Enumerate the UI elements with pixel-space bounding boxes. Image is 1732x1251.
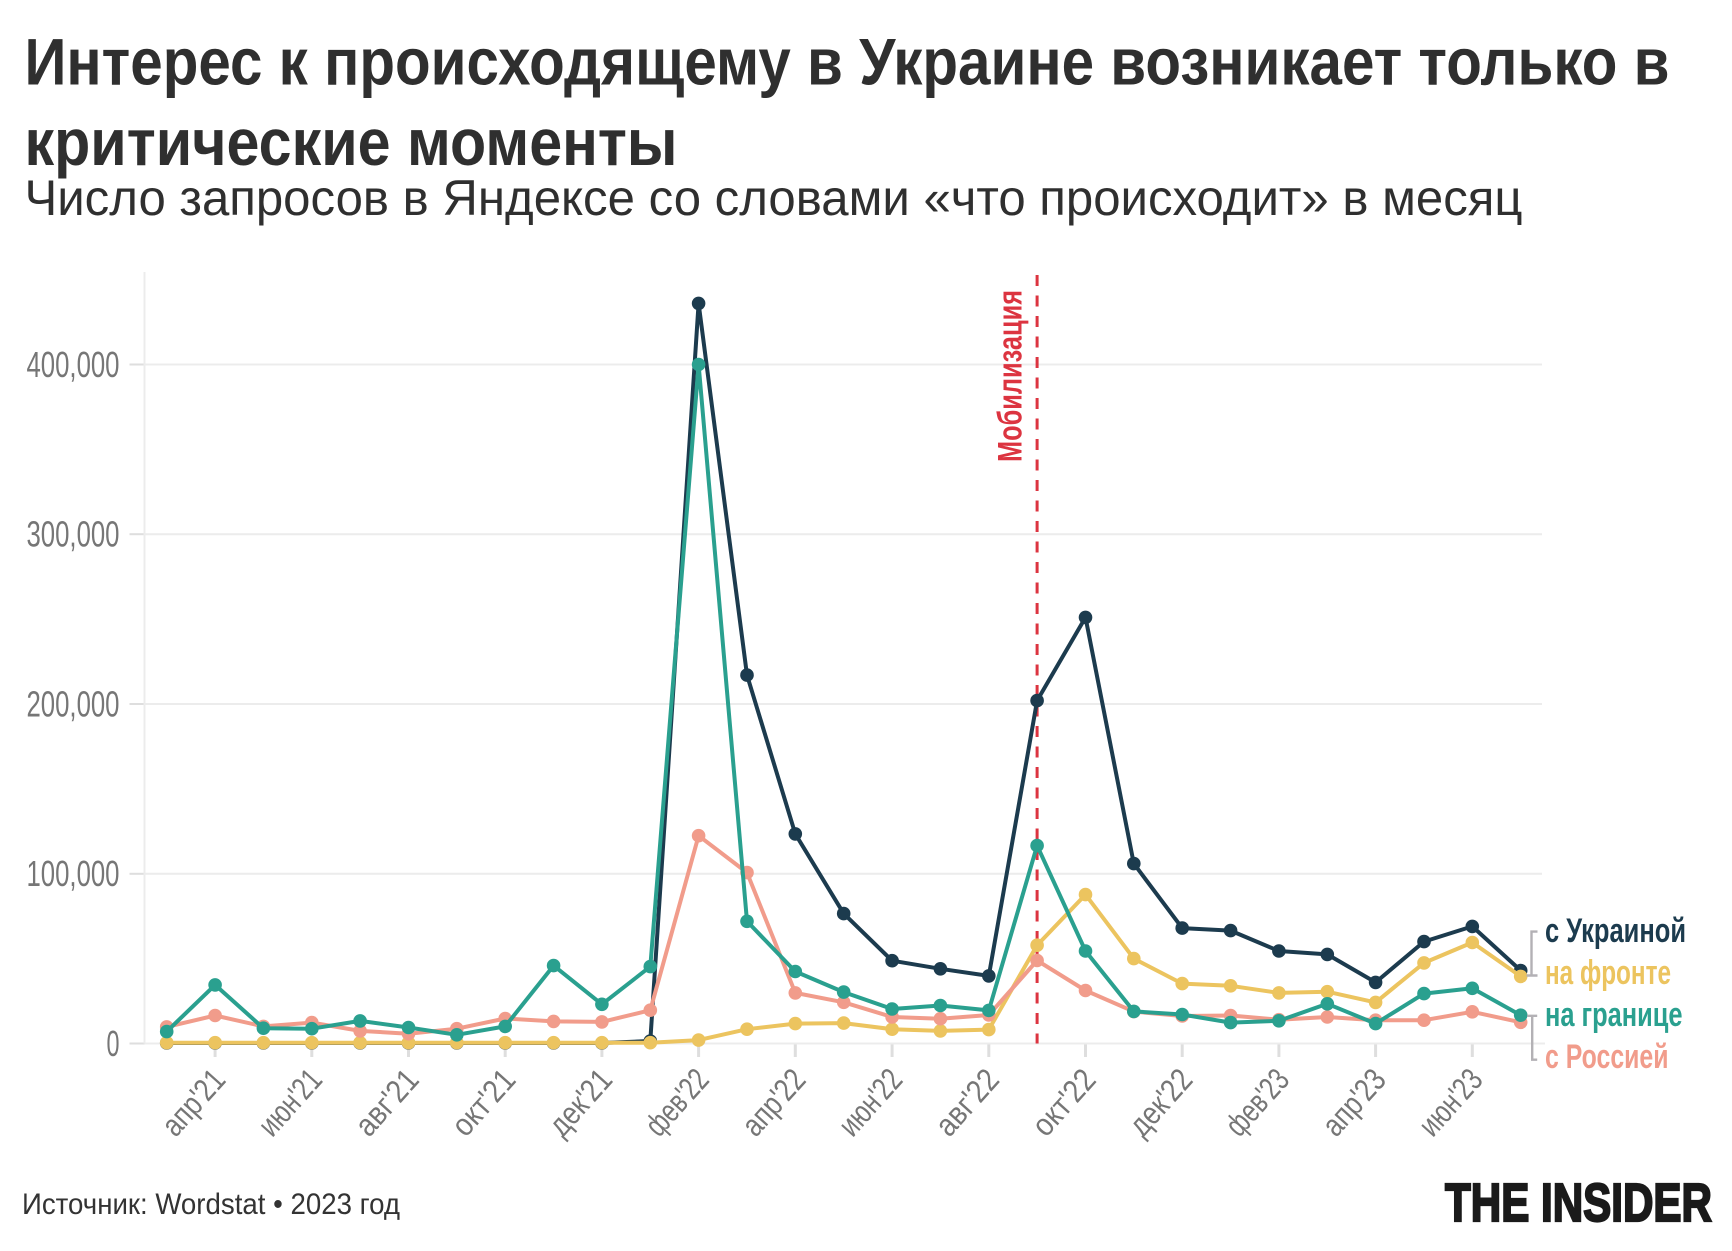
svg-text:с Россией: с Россией — [1545, 1038, 1669, 1076]
svg-text:Мобилизация: Мобилизация — [992, 290, 1030, 462]
svg-text:400,000: 400,000 — [27, 344, 120, 385]
svg-text:на фронте: на фронте — [1545, 954, 1671, 992]
svg-text:200,000: 200,000 — [27, 683, 120, 724]
svg-text:THE INSIDER: THE INSIDER — [1445, 1173, 1712, 1233]
svg-text:Число запросов в Яндексе со сл: Число запросов в Яндексе со словами «что… — [25, 170, 1523, 226]
svg-text:Интерес к происходящему в Укра: Интерес к происходящему в Украине возник… — [25, 24, 1670, 98]
svg-text:с Украиной: с Украиной — [1545, 912, 1686, 950]
svg-text:Источник: Wordstat • 2023 год: Источник: Wordstat • 2023 год — [22, 1188, 400, 1221]
svg-text:на границе: на границе — [1545, 996, 1683, 1034]
svg-text:0: 0 — [107, 1023, 120, 1064]
svg-text:100,000: 100,000 — [27, 853, 120, 894]
svg-text:300,000: 300,000 — [27, 514, 120, 555]
svg-text:критические моменты: критические моменты — [25, 105, 678, 179]
